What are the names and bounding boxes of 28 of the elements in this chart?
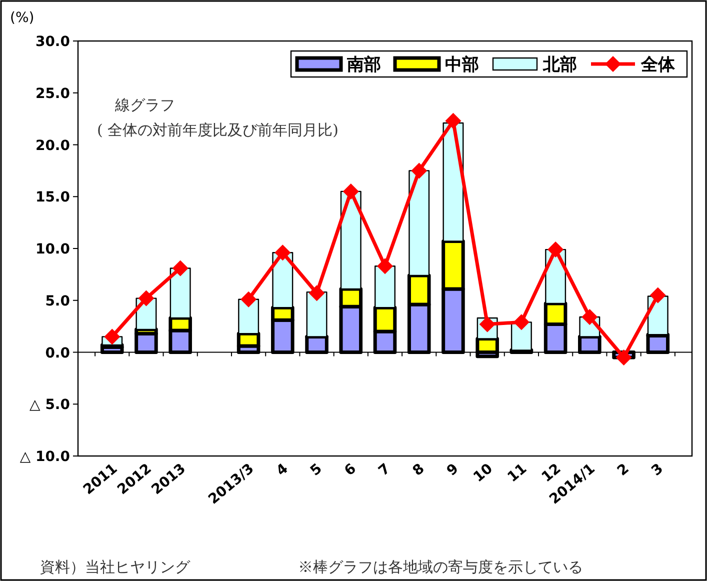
x-tick-label: 2 — [614, 460, 632, 480]
y-tick-label: 10.0 — [35, 242, 70, 258]
x-tick-label: 3 — [648, 460, 666, 480]
legend-label: 北部 — [542, 55, 577, 75]
y-tick-label: △ 10.0 — [20, 449, 70, 465]
y-tick-label: 20.0 — [35, 138, 70, 154]
y-tick-label: 25.0 — [35, 86, 70, 102]
annotation: 線グラフ — [114, 96, 175, 114]
text: 資料）当社ヒヤリング — [40, 558, 191, 576]
x-tick-label: 10 — [470, 460, 496, 486]
annotation: ( 全体の対前年度比及び前年同月比) — [97, 121, 338, 139]
text: ※棒グラフは各地域の寄与度を示している — [298, 558, 583, 576]
legend-label: 全体 — [640, 55, 676, 75]
x-tick-label: 5 — [308, 460, 326, 480]
legend-label: 南部 — [346, 55, 381, 75]
x-tick-label: 9 — [444, 460, 462, 480]
x-tick-label: 7 — [376, 460, 394, 480]
x-tick-label: 6 — [342, 460, 360, 480]
y-tick-label: 5.0 — [45, 293, 70, 310]
y-tick-label: 30.0 — [35, 34, 70, 50]
x-tick-label: 4 — [273, 460, 292, 480]
y-tick-label: 15.0 — [35, 190, 70, 206]
y-tick-label: △ 5.0 — [30, 397, 70, 414]
y-tick-label: 0.0 — [45, 345, 70, 362]
y-axis-title: (%) — [10, 10, 34, 26]
x-tick-label: 8 — [410, 460, 428, 480]
x-tick-label: 11 — [504, 460, 530, 486]
legend-label: 中部 — [445, 55, 479, 75]
